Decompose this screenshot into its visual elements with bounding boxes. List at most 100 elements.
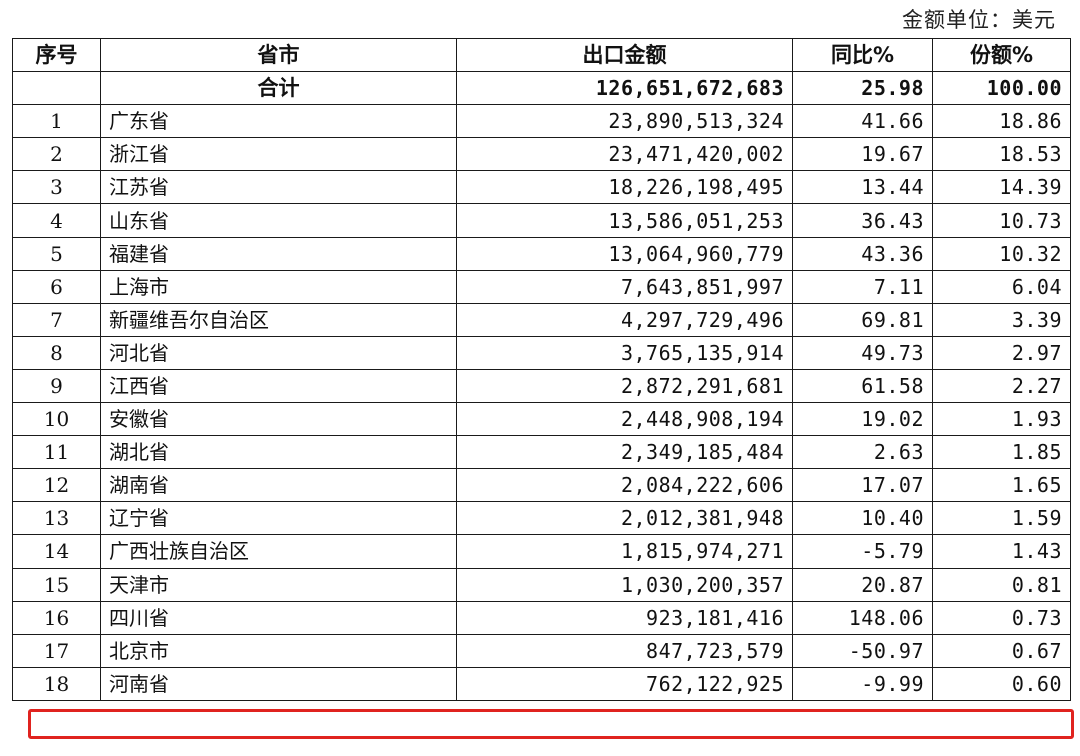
- row-yoy: 10.40: [792, 501, 933, 536]
- row-share: 18.53: [932, 137, 1071, 172]
- row-yoy: 69.81: [792, 302, 933, 337]
- row-province: 广西壮族自治区: [100, 534, 457, 569]
- row-share: 2.27: [932, 368, 1071, 404]
- row-province: 湖南省: [100, 468, 457, 503]
- row-amount: 23,471,420,002: [456, 137, 793, 172]
- row-index: 9: [12, 368, 101, 404]
- row-province: 四川省: [100, 600, 457, 635]
- total-label: 合计: [100, 71, 457, 106]
- row-province: 上海市: [100, 269, 457, 304]
- row-province: 安徽省: [100, 402, 457, 437]
- row-province: 山东省: [100, 203, 457, 238]
- row-yoy: 36.43: [792, 203, 933, 238]
- row-amount: 3,765,135,914: [456, 335, 793, 370]
- row-index: 1: [12, 104, 101, 139]
- table-row: 12 湖南省 2,084,222,606 17.07 1.65: [12, 468, 1071, 503]
- table-row: 13 辽宁省 2,012,381,948 10.40 1.59: [12, 501, 1071, 536]
- row-yoy: 61.58: [792, 368, 933, 404]
- row-share: 6.04: [932, 269, 1071, 304]
- table-row: 7 新疆维吾尔自治区 4,297,729,496 69.81 3.39: [12, 302, 1071, 337]
- row-yoy: 20.87: [792, 567, 933, 602]
- row-yoy: -9.99: [792, 666, 933, 701]
- row-yoy: 17.07: [792, 468, 933, 503]
- row-share: 1.43: [932, 534, 1071, 569]
- row-share: 2.97: [932, 335, 1071, 370]
- table-row: 11 湖北省 2,349,185,484 2.63 1.85: [12, 435, 1071, 470]
- row-share: 1.65: [932, 468, 1071, 503]
- table-row: 17 北京市 847,723,579 -50.97 0.67: [12, 633, 1071, 668]
- row-index: 11: [12, 435, 101, 470]
- row-index: 16: [12, 600, 101, 635]
- row-yoy: 2.63: [792, 435, 933, 470]
- row-share: 1.93: [932, 402, 1071, 437]
- row-amount: 13,064,960,779: [456, 236, 793, 271]
- row-index: 17: [12, 633, 101, 668]
- table-row: 5 福建省 13,064,960,779 43.36 10.32: [12, 236, 1071, 271]
- table-row: 8 河北省 3,765,135,914 49.73 2.97: [12, 335, 1071, 370]
- row-amount: 1,815,974,271: [456, 534, 793, 569]
- row-amount: 23,890,513,324: [456, 104, 793, 139]
- row-yoy: -5.79: [792, 534, 933, 569]
- total-share: 100.00: [932, 71, 1071, 106]
- row-province: 广东省: [100, 104, 457, 139]
- row-province: 新疆维吾尔自治区: [100, 302, 457, 337]
- unit-note: 金额单位：美元: [902, 8, 1056, 32]
- table-row: 14 广西壮族自治区 1,815,974,271 -5.79 1.43: [12, 534, 1071, 569]
- header-yoy: 同比%: [792, 37, 933, 73]
- table-row: 9 江西省 2,872,291,681 61.58 2.27: [12, 368, 1071, 404]
- total-amount: 126,651,672,683: [456, 71, 793, 106]
- table-row: 3 江苏省 18,226,198,495 13.44 14.39: [12, 170, 1071, 205]
- row-province: 北京市: [100, 633, 457, 668]
- row-share: 10.32: [932, 236, 1071, 271]
- table-row: 18 河南省 762,122,925 -9.99 0.60: [12, 666, 1071, 701]
- row-index: 7: [12, 302, 101, 337]
- row-index: 12: [12, 468, 101, 503]
- row-amount: 4,297,729,496: [456, 302, 793, 337]
- header-row: 序号 省市 出口金额 同比% 份额%: [12, 37, 1071, 73]
- row-amount: 2,448,908,194: [456, 402, 793, 437]
- row-index: 13: [12, 501, 101, 536]
- row-share: 3.39: [932, 302, 1071, 337]
- header-province: 省市: [100, 37, 457, 73]
- row-yoy: 43.36: [792, 236, 933, 271]
- row-province: 河南省: [100, 666, 457, 701]
- row-index: 8: [12, 335, 101, 370]
- row-yoy: 19.02: [792, 402, 933, 437]
- row-amount: 2,012,381,948: [456, 501, 793, 536]
- row-province: 天津市: [100, 567, 457, 602]
- row-yoy: 19.67: [792, 137, 933, 172]
- row-index: 18: [12, 666, 101, 701]
- row-yoy: 41.66: [792, 104, 933, 139]
- row-amount: 762,122,925: [456, 666, 793, 701]
- row-yoy: 148.06: [792, 600, 933, 635]
- row-amount: 923,181,416: [456, 600, 793, 635]
- row-amount: 2,872,291,681: [456, 368, 793, 404]
- table-row: 10 安徽省 2,448,908,194 19.02 1.93: [12, 402, 1071, 437]
- row-share: 10.73: [932, 203, 1071, 238]
- row-share: 18.86: [932, 104, 1071, 139]
- table-row: 4 山东省 13,586,051,253 36.43 10.73: [12, 203, 1071, 238]
- row-share: 0.67: [932, 633, 1071, 668]
- row-amount: 1,030,200,357: [456, 567, 793, 602]
- row-share: 0.81: [932, 567, 1071, 602]
- row-index: 5: [12, 236, 101, 271]
- row-yoy: -50.97: [792, 633, 933, 668]
- row-share: 1.85: [932, 435, 1071, 470]
- total-row: 合计 126,651,672,683 25.98 100.00: [12, 71, 1071, 106]
- row-index: 6: [12, 269, 101, 304]
- row-index: 15: [12, 567, 101, 602]
- row-amount: 13,586,051,253: [456, 203, 793, 238]
- total-yoy: 25.98: [792, 71, 933, 106]
- row-index: 2: [12, 137, 101, 172]
- table-row: 2 浙江省 23,471,420,002 19.67 18.53: [12, 137, 1071, 172]
- table-row: 16 四川省 923,181,416 148.06 0.73: [12, 600, 1071, 635]
- row-province: 江西省: [100, 368, 457, 404]
- row-yoy: 49.73: [792, 335, 933, 370]
- row-province: 辽宁省: [100, 501, 457, 536]
- row-share: 14.39: [932, 170, 1071, 205]
- header-share: 份额%: [932, 37, 1071, 73]
- row-share: 0.73: [932, 600, 1071, 635]
- total-index: [12, 71, 101, 106]
- table-row: 1 广东省 23,890,513,324 41.66 18.86: [12, 104, 1071, 139]
- row-share: 0.60: [932, 666, 1071, 701]
